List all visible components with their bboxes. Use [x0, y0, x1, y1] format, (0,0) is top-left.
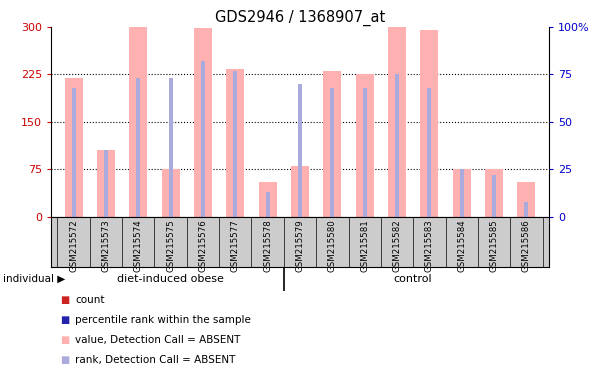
- Bar: [460, 169, 464, 217]
- Bar: [226, 69, 244, 217]
- Text: GSM215581: GSM215581: [360, 220, 369, 272]
- Bar: [259, 182, 277, 217]
- Bar: [331, 88, 334, 217]
- Text: GSM215580: GSM215580: [328, 220, 337, 272]
- Text: value, Detection Call = ABSENT: value, Detection Call = ABSENT: [75, 335, 241, 345]
- Bar: [136, 78, 140, 217]
- Bar: [356, 74, 374, 217]
- Text: individual ▶: individual ▶: [3, 274, 65, 284]
- Text: GSM215577: GSM215577: [231, 220, 240, 272]
- Text: GSM215573: GSM215573: [101, 220, 110, 272]
- Text: ■: ■: [60, 335, 69, 345]
- Bar: [323, 71, 341, 217]
- Bar: [291, 166, 309, 217]
- Bar: [421, 30, 438, 217]
- Text: GSM215575: GSM215575: [166, 220, 175, 272]
- Text: GSM215574: GSM215574: [134, 220, 143, 272]
- Text: rank, Detection Call = ABSENT: rank, Detection Call = ABSENT: [75, 355, 235, 365]
- Text: diet-induced obese: diet-induced obese: [117, 274, 224, 284]
- Text: ■: ■: [60, 295, 69, 305]
- Bar: [97, 151, 115, 217]
- Bar: [104, 151, 108, 217]
- Bar: [453, 169, 470, 217]
- Bar: [169, 78, 173, 217]
- Text: GSM215579: GSM215579: [296, 220, 305, 272]
- Text: GSM215585: GSM215585: [490, 220, 499, 272]
- Text: ■: ■: [60, 315, 69, 325]
- Text: count: count: [75, 295, 104, 305]
- Bar: [492, 175, 496, 217]
- Bar: [388, 27, 406, 217]
- Bar: [162, 169, 179, 217]
- Text: GSM215582: GSM215582: [392, 220, 401, 272]
- Bar: [201, 61, 205, 217]
- Bar: [65, 78, 83, 217]
- Text: GDS2946 / 1368907_at: GDS2946 / 1368907_at: [215, 10, 385, 26]
- Bar: [266, 192, 269, 217]
- Bar: [517, 182, 535, 217]
- Bar: [298, 84, 302, 217]
- Bar: [194, 28, 212, 217]
- Bar: [363, 88, 367, 217]
- Bar: [524, 202, 529, 217]
- Bar: [427, 88, 431, 217]
- Bar: [395, 74, 399, 217]
- Text: GSM215572: GSM215572: [69, 220, 78, 272]
- Bar: [485, 169, 503, 217]
- Text: percentile rank within the sample: percentile rank within the sample: [75, 315, 251, 325]
- Text: GSM215583: GSM215583: [425, 220, 434, 272]
- Text: GSM215584: GSM215584: [457, 220, 466, 272]
- Bar: [233, 71, 237, 217]
- Text: GSM215578: GSM215578: [263, 220, 272, 272]
- Text: control: control: [394, 274, 433, 284]
- Text: GSM215586: GSM215586: [522, 220, 531, 272]
- Bar: [130, 27, 147, 217]
- Text: ■: ■: [60, 355, 69, 365]
- Bar: [71, 88, 76, 217]
- Text: GSM215576: GSM215576: [199, 220, 208, 272]
